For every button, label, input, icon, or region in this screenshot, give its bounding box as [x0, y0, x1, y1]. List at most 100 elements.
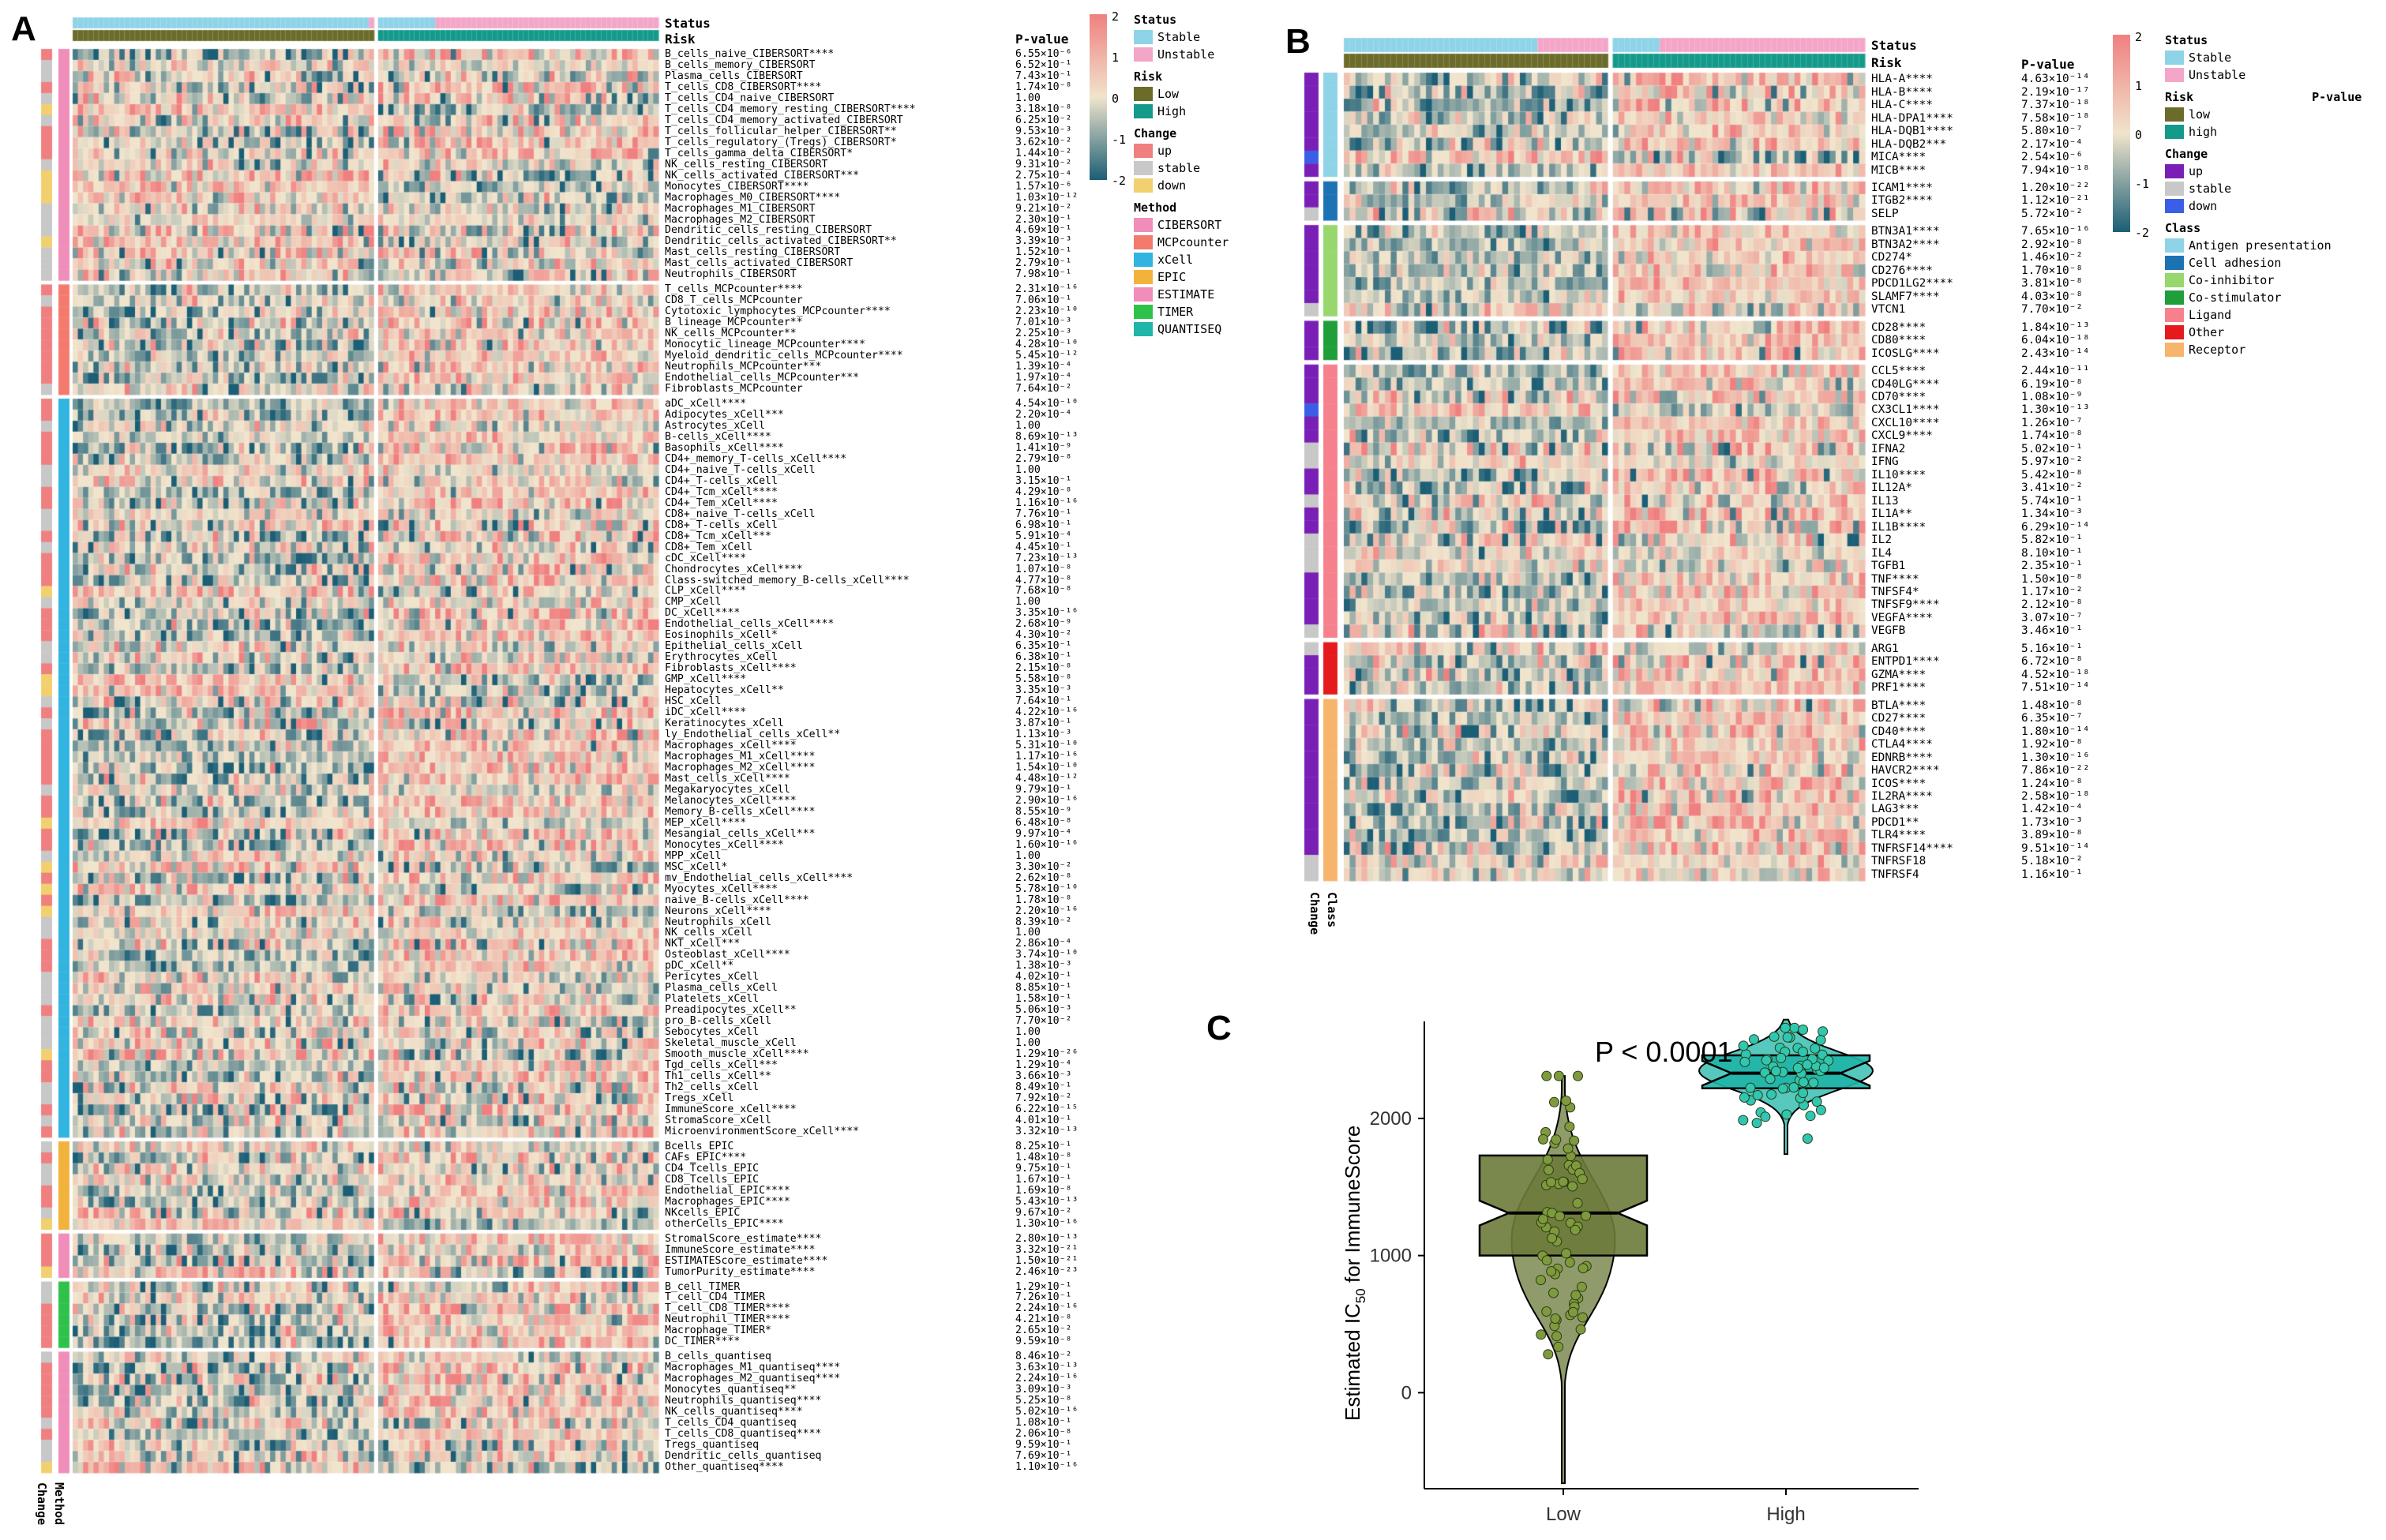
panel-b-row-pvalue: 1.80×10⁻¹⁴: [2021, 725, 2090, 738]
panel-b-row-pvalue: 6.19×10⁻⁸: [2021, 377, 2083, 391]
panel-a-row-pvalue: 1.16×10⁻¹⁶: [1015, 496, 1079, 509]
panel-a-row-pvalue: 3.66×10⁻³: [1015, 1070, 1072, 1083]
panel-a-row-label: NK_cells_resting_CIBERSORT: [665, 158, 828, 170]
panel-b-class-bottom-label: Class: [1325, 892, 1339, 928]
panel-a-row-pvalue: 2.24×10⁻¹⁶: [1015, 1373, 1079, 1385]
panel-b-row-label: CXCL10****: [1871, 416, 1940, 429]
legend-a-high: High: [1134, 103, 1229, 120]
legend-b-status-title: Status: [2165, 33, 2208, 47]
panel-b-row-pvalue: 7.58×10⁻¹⁸: [2021, 111, 2090, 125]
panel-b-row-pvalue: 1.24×10⁻⁸: [2021, 777, 2083, 790]
legend-b-unstable: Unstable: [2165, 66, 2362, 84]
panel-a-row-label: Neutrophil_TIMER****: [665, 1313, 790, 1326]
panel-a-row-pvalue: 1.00: [1015, 1037, 1041, 1050]
panel-a-row-pvalue: 4.02×10⁻¹: [1015, 971, 1072, 984]
panel-a-row-pvalue: 4.21×10⁻⁸: [1015, 1313, 1072, 1326]
panel-a-row-pvalue: 1.08×10⁻¹: [1015, 1417, 1072, 1429]
panel-a-row-pvalue: 8.49×10⁻¹: [1015, 1081, 1072, 1094]
panel-a-row-label: Endothelial_cells_MCPcounter***: [665, 372, 860, 384]
panel-b-row-pvalue: 2.17×10⁻⁴: [2021, 137, 2083, 151]
panel-a-row-pvalue: 2.68×10⁻⁹: [1015, 618, 1072, 631]
panel-a-row-label: Macrophages_M0_CIBERSORT****: [665, 191, 841, 204]
panel-a-row-label: Tregs_quantiseq: [665, 1439, 760, 1452]
panel-a-row-pvalue: 3.74×10⁻¹⁰: [1015, 949, 1079, 961]
panel-b-row-pvalue: 2.58×10⁻¹⁸: [2021, 789, 2090, 803]
panel-a-row-pvalue: 2.80×10⁻¹³: [1015, 1232, 1079, 1245]
panel-a-row-pvalue: 9.53×10⁻³: [1015, 125, 1072, 137]
panel-a-row-pvalue: 9.79×10⁻¹: [1015, 783, 1072, 796]
panel-a-row-label: Mast_cells_xCell****: [665, 772, 790, 785]
panel-a-row-label: Macrophages_M2_xCell****: [665, 761, 816, 774]
legend-b-costimulator: Co-stimulator: [2165, 289, 2362, 306]
panel-a-row-label: StromaScore_xCell: [665, 1114, 771, 1126]
panel-a-row-label: ly_Endothelial_cells_xCell**: [665, 729, 841, 741]
panel-a-row-pvalue: 2.75×10⁻⁴: [1015, 169, 1072, 182]
panel-a-row-pvalue: 1.07×10⁻⁸: [1015, 563, 1072, 575]
panel-a-row-pvalue: 1.00: [1015, 849, 1041, 862]
legend-a-timer: TIMER: [1134, 303, 1229, 320]
panel-a-row-label: T_cells_CD4_naive_CIBERSORT: [665, 92, 835, 104]
panel-b-row-label: CTLA4****: [1871, 738, 1933, 751]
panel-a-row-label: Basophils_xCell****: [665, 441, 784, 454]
panel-a-row-pvalue: 3.30×10⁻²: [1015, 860, 1072, 873]
panel-a-row-label: Neutrophils_xCell: [665, 916, 771, 928]
panel-b-row-label: HLA-DQB1****: [1871, 125, 1953, 138]
panel-a-row-pvalue: 4.54×10⁻¹⁰: [1015, 398, 1079, 410]
panel-a-row-label: CD4+_Tem_xCell****: [665, 496, 778, 509]
panel-b-row-pvalue: 5.42×10⁻⁸: [2021, 468, 2083, 481]
panel-b-row-label: ARG1: [1871, 642, 1899, 655]
panel-b-row-pvalue: 1.16×10⁻¹: [2021, 867, 2083, 881]
legend-a-stable-change: stable: [1134, 159, 1229, 177]
panel-a-row-label: NK_cells_activated_CIBERSORT***: [665, 169, 860, 182]
legend-a-mcpcounter: MCPcounter: [1134, 234, 1229, 251]
scale-b-2: 2: [2135, 30, 2143, 44]
panel-a-row-label: CD4+_memory_T-cells_xCell****: [665, 452, 847, 465]
panel-a-row-pvalue: 1.03×10⁻¹²: [1015, 191, 1079, 204]
legend-b-high: high: [2165, 123, 2362, 141]
panel-a-row-pvalue: 7.76×10⁻¹: [1015, 508, 1072, 520]
panel-a-row-label: CD4+_naive_T-cells_xCell: [665, 463, 816, 476]
panel-a-row-label: Mesangial_cells_xCell***: [665, 827, 816, 840]
legend-b-low: low: [2165, 106, 2362, 123]
legend-b-change-title: Change: [2165, 147, 2208, 161]
panel-a-row-pvalue: 7.68×10⁻⁸: [1015, 585, 1072, 598]
panel-b-row-label: CD80****: [1871, 334, 1926, 347]
panel-a-row-label: Melanocytes_xCell****: [665, 794, 797, 807]
panel-a-status-label: Status: [665, 16, 711, 31]
legend-a-method-title: Method: [1134, 200, 1177, 215]
panel-a-row-label: Memory_B-cells_xCell****: [665, 805, 816, 818]
panel-a-row-pvalue: 2.90×10⁻¹⁶: [1015, 794, 1079, 807]
panel-a-row-label: CD8+_T-cells_xCell: [665, 519, 778, 531]
panel-a-row-label: Plasma_cells_CIBERSORT: [665, 69, 803, 82]
panel-b-row-label: EDNRB****: [1871, 751, 1933, 764]
panel-a-row-pvalue: 3.35×10⁻³: [1015, 684, 1072, 697]
panel-a-row-pvalue: 8.25×10⁻¹: [1015, 1140, 1072, 1152]
panel-b-row-label: CD70****: [1871, 390, 1926, 403]
panel-b-row-pvalue: 7.94×10⁻¹⁸: [2021, 163, 2090, 177]
panel-a-row-label: Macrophages_M1_xCell****: [665, 751, 816, 763]
panel-a-row-label: Th2_cells_xCell: [665, 1081, 760, 1094]
panel-a-row-pvalue: 3.32×10⁻¹³: [1015, 1125, 1079, 1137]
panel-a-row-pvalue: 1.38×10⁻³: [1015, 960, 1072, 972]
scale-b-0: 0: [2135, 128, 2143, 142]
scale-a-0: 0: [1112, 92, 1120, 106]
panel-b-row-label: TGFB1: [1871, 560, 1906, 573]
panel-a-row-label: T_cells_follicular_helper_CIBERSORT**: [665, 125, 897, 137]
panel-a-row-pvalue: 5.31×10⁻¹⁰: [1015, 740, 1079, 752]
panel-a-row-pvalue: 4.45×10⁻¹: [1015, 541, 1072, 553]
panel-a-row-pvalue: 4.22×10⁻¹⁶: [1015, 706, 1079, 719]
panel-b-row-pvalue: 1.30×10⁻¹³: [2021, 403, 2090, 417]
panel-b-row-label: VEGFA****: [1871, 611, 1933, 624]
panel-a-row-pvalue: 7.69×10⁻¹: [1015, 1450, 1072, 1463]
panel-b-row-pvalue: 7.51×10⁻¹⁴: [2021, 681, 2090, 695]
panel-a-row-label: NKcells_EPIC: [665, 1206, 741, 1219]
panel-b-row-pvalue: 1.42×10⁻⁴: [2021, 803, 2083, 816]
panel-a-row-pvalue: 2.65×10⁻²: [1015, 1325, 1072, 1337]
scale-a-2: 2: [1112, 9, 1120, 24]
panel-b-row-pvalue: 1.48×10⁻⁸: [2021, 699, 2083, 712]
panel-a-row-pvalue: 4.69×10⁻¹: [1015, 224, 1072, 237]
panel-a-row-label: Erythrocytes_xCell: [665, 651, 778, 664]
panel-b-row-label: TNF****: [1871, 572, 1919, 586]
panel-a-row-pvalue: 6.48×10⁻⁸: [1015, 816, 1072, 829]
panel-a-row-pvalue: 4.77×10⁻⁸: [1015, 574, 1072, 586]
